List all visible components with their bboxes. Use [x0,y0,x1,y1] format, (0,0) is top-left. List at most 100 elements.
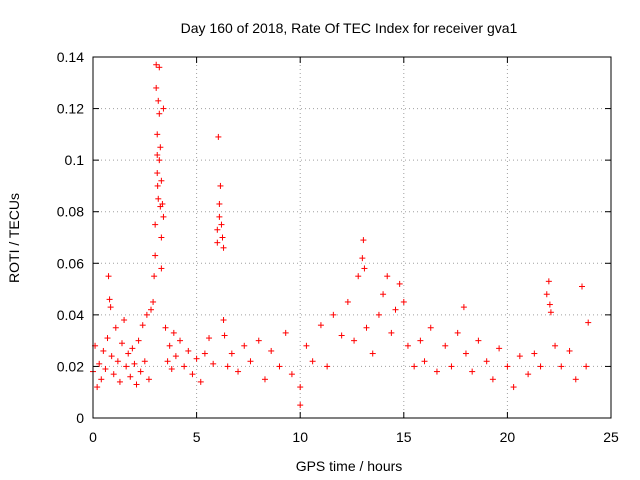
data-point [344,298,351,305]
data-point [107,304,114,311]
data-point [154,182,161,189]
y-axis-label: ROTI / TECUs [6,193,22,283]
data-point [220,244,227,251]
data-point [160,213,167,220]
data-point [121,317,128,324]
data-point [127,373,134,380]
data-point [282,329,289,336]
data-point [525,371,532,378]
data-point [489,376,496,383]
data-point [197,378,204,385]
x-tick-label: 15 [396,429,412,445]
data-point [566,347,573,354]
data-point [160,105,167,112]
data-point [351,337,358,344]
y-tick-label: 0.14 [57,49,84,65]
data-point [145,376,152,383]
y-tick-label: 0 [76,410,84,426]
data-point [297,402,304,409]
data-point [217,182,224,189]
data-point [154,170,161,177]
data-point [228,350,235,357]
data-point [119,340,126,347]
data-point [338,332,345,339]
data-point [546,301,553,308]
data-point [552,342,559,349]
data-point [297,384,304,391]
data-point [114,358,121,365]
data-point [156,157,163,164]
data-point [201,350,208,357]
x-tick-label: 25 [603,429,619,445]
data-point [235,368,242,375]
data-points [90,61,592,409]
data-point [104,335,111,342]
data-point [460,304,467,311]
y-tick-label: 0.04 [57,307,84,323]
data-point [152,252,159,259]
data-point [214,226,221,233]
data-point [303,342,310,349]
data-point [448,363,455,370]
data-point [154,151,161,158]
data-point [475,337,482,344]
data-point [193,355,200,362]
data-point [181,363,188,370]
x-tick-label: 10 [292,429,308,445]
data-point [96,360,103,367]
data-point [158,265,165,272]
data-point [172,353,179,360]
data-point [411,363,418,370]
data-point [158,234,165,241]
data-point [396,280,403,287]
data-point [141,358,148,365]
data-point [363,324,370,331]
data-point [100,347,107,354]
data-point [255,337,262,344]
data-point [157,144,164,151]
x-axis-label: GPS time / hours [296,458,403,474]
data-point [442,342,449,349]
data-point [133,381,140,388]
data-point [185,347,192,354]
y-tick-label: 0.12 [57,101,84,117]
x-axis-ticks: 0 5 10 15 20 25 [89,57,619,445]
data-point [150,298,157,305]
y-tick-label: 0.06 [57,255,84,271]
data-point [369,350,376,357]
data-point [153,61,160,68]
data-point [355,273,362,280]
data-point [330,311,337,318]
data-point [276,363,283,370]
data-point [221,332,228,339]
data-point [375,311,382,318]
plot-frame [92,56,612,419]
data-point [216,200,223,207]
data-point [219,234,226,241]
data-point [247,358,254,365]
data-point [137,368,144,375]
data-point [224,363,231,370]
data-point [572,376,579,383]
data-point [324,363,331,370]
data-point [392,306,399,313]
data-point [125,350,132,357]
data-point [504,363,511,370]
data-point [388,329,395,336]
data-point [361,265,368,272]
data-point [164,358,171,365]
data-point [98,376,105,383]
data-point [404,342,411,349]
data-point [102,366,109,373]
data-point [214,239,221,246]
data-point [218,221,225,228]
data-point [261,376,268,383]
data-point [152,221,159,228]
data-point [216,213,223,220]
data-point [156,110,163,117]
data-point [112,324,119,331]
data-point [123,363,130,370]
data-point [135,337,142,344]
data-point [155,195,162,202]
